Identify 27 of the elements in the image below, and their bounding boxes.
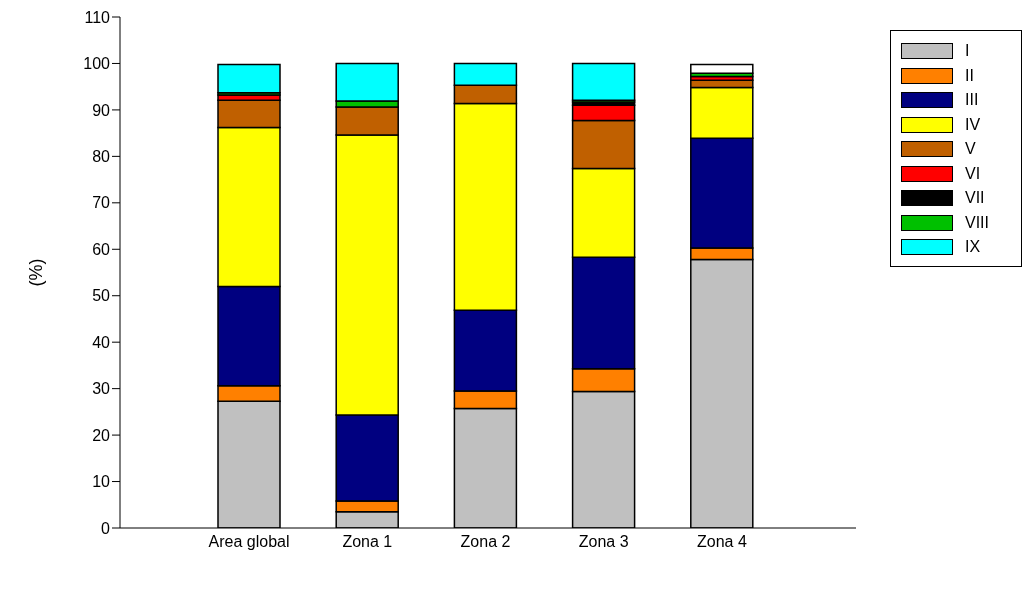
y-tick-label: 80 (92, 148, 111, 166)
legend-label: VIII (965, 213, 990, 232)
x-tick-label: Zona 4 (696, 533, 747, 551)
y-tick-label: 30 (92, 380, 111, 398)
legend-label: V (965, 140, 976, 159)
y-tick-label: 110 (84, 8, 111, 26)
legend-label: IV (965, 115, 981, 134)
legend-label: III (965, 91, 979, 110)
legend-label: VI (965, 164, 981, 183)
legend-label: I (965, 42, 970, 61)
y-tick-label: 0 (101, 519, 111, 537)
y-axis-title: (%) (26, 258, 47, 287)
x-tick-label: Zona 1 (342, 533, 393, 551)
y-tick-label: 70 (92, 194, 111, 212)
y-tick-label: 100 (83, 55, 111, 73)
legend-label: II (965, 66, 974, 85)
y-tick-label: 50 (92, 287, 111, 305)
x-tick-label: Zona 2 (460, 533, 511, 551)
y-tick-label: 90 (92, 101, 111, 119)
y-tick-label: 60 (92, 240, 111, 258)
legend-label: VII (965, 189, 985, 208)
legend-label: IX (965, 238, 981, 257)
x-tick-label: Area global (208, 533, 290, 551)
y-tick-label: 10 (92, 473, 111, 491)
y-tick-label: 20 (92, 426, 111, 444)
x-tick-label: Zona 3 (578, 533, 629, 551)
y-tick-label: 40 (92, 333, 111, 351)
